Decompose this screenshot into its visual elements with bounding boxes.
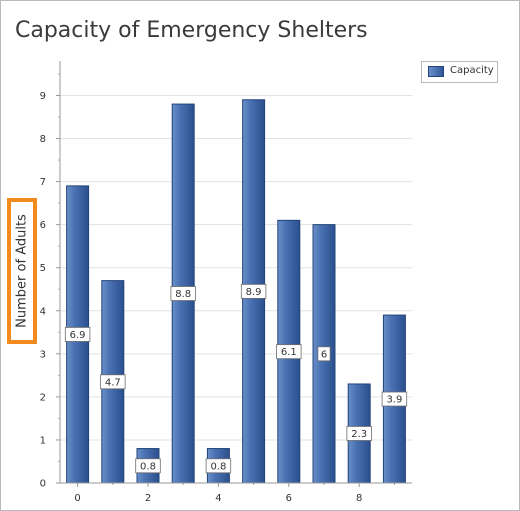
y-tick-label: 5: [40, 263, 46, 274]
y-tick-label: 9: [40, 91, 46, 102]
data-label: 6.9: [70, 330, 86, 341]
legend-label: Capacity: [450, 65, 494, 76]
y-tick-label: 6: [40, 220, 46, 231]
data-label-box: [64, 327, 91, 342]
data-label: 6: [321, 349, 327, 360]
y-tick-label: 0: [40, 479, 46, 490]
data-label: 8.8: [175, 289, 191, 300]
x-tick-label: 0: [74, 493, 80, 504]
data-label-box: [317, 346, 331, 362]
data-label-box: [170, 286, 196, 301]
data-label: 8.9: [246, 287, 262, 298]
data-label: 3.9: [386, 395, 402, 406]
data-label: 0.8: [210, 461, 226, 472]
x-tick-label: 8: [356, 493, 362, 504]
legend-swatch: [428, 66, 444, 77]
data-label: 2.3: [351, 429, 367, 440]
y-tick-label: 7: [40, 177, 46, 188]
data-label: 6.1: [281, 347, 297, 358]
data-label-box: [276, 344, 302, 360]
data-label: 0.8: [140, 461, 156, 472]
chart-title: Capacity of Emergency Shelters: [15, 18, 368, 43]
x-tick-label: 4: [215, 493, 221, 504]
y-tick-label: 8: [40, 134, 46, 145]
y-tick-label: 3: [40, 349, 46, 360]
data-label-box: [346, 426, 372, 441]
data-label: 4.7: [105, 377, 121, 388]
legend: Capacity: [421, 61, 498, 83]
axes: 0 1 2 3 4 5 6 7 8 9 0 2 4 6 8: [40, 61, 412, 504]
y-axis-label-highlight: Number of Adults: [7, 198, 37, 344]
data-labels: 6.9 4.7 0.8 8.8 0.8 8.9 6.1 6 2.3 3.9: [64, 283, 408, 474]
data-label-box: [381, 391, 408, 407]
x-tick-label: 6: [286, 493, 292, 504]
y-tick-label: 2: [40, 392, 46, 403]
y-axis-label: Number of Adults: [14, 214, 30, 328]
bars: [66, 99, 406, 484]
x-tick-label: 2: [145, 493, 151, 504]
y-tick-label: 4: [40, 306, 46, 317]
data-label-box: [205, 458, 232, 474]
data-label-box: [135, 458, 161, 474]
data-label-box: [100, 374, 126, 390]
y-tick-label: 1: [40, 435, 46, 446]
data-label-box: [240, 283, 267, 299]
